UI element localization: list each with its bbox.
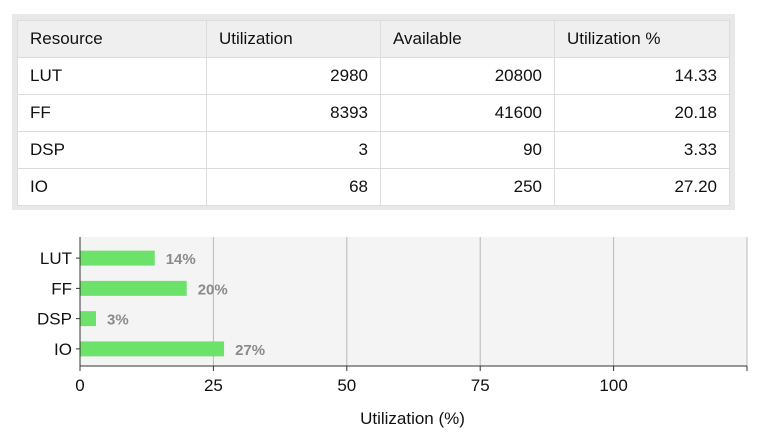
available-cell: 20800 [380, 57, 555, 95]
x-tick-label: 50 [337, 376, 356, 395]
utilization-percent-cell: 14.33 [554, 57, 730, 95]
utilization-percent-cell: 20.18 [554, 94, 730, 132]
data-label: 3% [107, 312, 129, 329]
resource-name-cell: DSP [17, 131, 207, 169]
utilization-cell: 2980 [206, 57, 381, 95]
column-header-utilization-percent[interactable]: Utilization % [554, 20, 730, 58]
utilization-cell: 68 [206, 168, 381, 206]
data-label: 14% [166, 251, 196, 268]
utilization-cell: 3 [206, 131, 381, 169]
available-cell: 250 [380, 168, 555, 206]
x-tick-label: 25 [204, 376, 223, 395]
column-header-resource[interactable]: Resource [17, 20, 207, 58]
column-header-utilization[interactable]: Utilization [206, 20, 381, 58]
utilization-table-panel: Resource Utilization Available Utilizati… [12, 14, 735, 210]
category-label: IO [54, 340, 72, 359]
x-tick-label: 100 [599, 376, 627, 395]
available-cell: 41600 [380, 94, 555, 132]
table-row[interactable]: FF 8393 41600 20.18 [17, 94, 730, 132]
table-header-row: Resource Utilization Available Utilizati… [17, 20, 730, 58]
table-row[interactable]: DSP 3 90 3.33 [17, 131, 730, 169]
bar[interactable] [80, 250, 155, 266]
resource-name-cell: IO [17, 168, 207, 206]
bar[interactable] [80, 311, 97, 327]
category-label: DSP [37, 310, 72, 329]
table-row[interactable]: LUT 2980 20800 14.33 [17, 57, 730, 95]
category-label: FF [51, 279, 72, 298]
utilization-cell: 8393 [206, 94, 381, 132]
table-row[interactable]: IO 68 250 27.20 [17, 168, 730, 206]
resource-name-cell: LUT [17, 57, 207, 95]
bar[interactable] [80, 280, 187, 296]
resource-name-cell: FF [17, 94, 207, 132]
x-tick-label: 0 [75, 376, 84, 395]
category-label: LUT [40, 249, 72, 268]
utilization-percent-cell: 27.20 [554, 168, 730, 206]
column-header-available[interactable]: Available [380, 20, 555, 58]
data-label: 20% [198, 281, 228, 298]
bar[interactable] [80, 341, 225, 357]
utilization-percent-cell: 3.33 [554, 131, 730, 169]
utilization-table: Resource Utilization Available Utilizati… [17, 20, 730, 206]
data-label: 27% [235, 342, 265, 359]
x-axis-label: Utilization (%) [360, 409, 465, 428]
x-tick-label: 75 [471, 376, 490, 395]
available-cell: 90 [380, 131, 555, 169]
utilization-bar-chart: LUT 14% FF 20% DSP 3% IO 27% 0 25 50 75 100 Utilizati… [37, 237, 748, 428]
